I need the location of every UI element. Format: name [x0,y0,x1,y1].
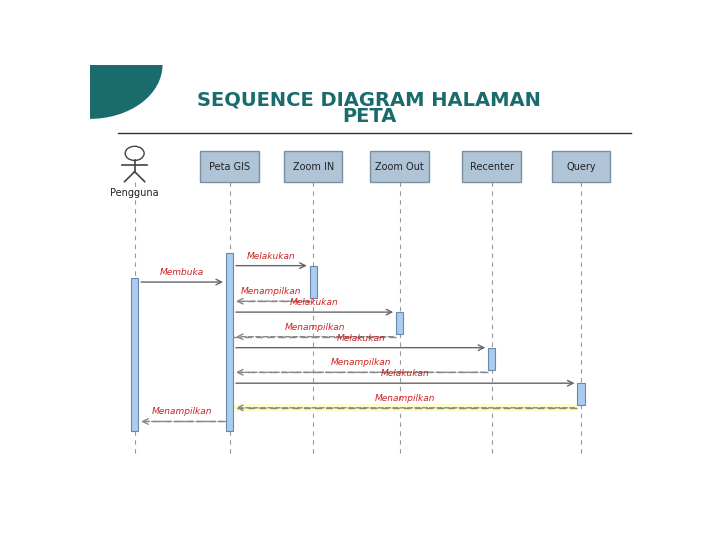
FancyBboxPatch shape [552,151,611,183]
FancyBboxPatch shape [200,151,258,183]
FancyBboxPatch shape [226,253,233,431]
Text: Peta GIS: Peta GIS [209,161,250,172]
Text: Menampilkan: Menampilkan [284,323,345,332]
FancyBboxPatch shape [462,151,521,183]
FancyBboxPatch shape [310,266,317,299]
Wedge shape [90,65,163,119]
Text: Membuka: Membuka [160,268,204,277]
Text: Recenter: Recenter [469,161,514,172]
FancyBboxPatch shape [131,278,138,431]
FancyBboxPatch shape [396,312,403,334]
Text: Menampilkan: Menampilkan [241,287,302,296]
Text: Query: Query [566,161,596,172]
Text: Melakukan: Melakukan [336,334,385,343]
Circle shape [125,146,144,160]
Text: Menampilkan: Menampilkan [330,358,391,367]
Text: Zoom Out: Zoom Out [375,161,424,172]
Text: Melakukan: Melakukan [290,298,339,307]
Text: Melakukan: Melakukan [381,369,430,378]
Text: Menampilkan: Menampilkan [152,408,212,416]
FancyBboxPatch shape [233,404,577,411]
FancyBboxPatch shape [488,348,495,369]
FancyBboxPatch shape [370,151,429,183]
Text: PETA: PETA [342,107,396,126]
Text: SEQUENCE DIAGRAM HALAMAN: SEQUENCE DIAGRAM HALAMAN [197,91,541,110]
FancyBboxPatch shape [284,151,343,183]
Text: Melakukan: Melakukan [247,252,296,261]
Text: Menampilkan: Menampilkan [375,394,436,403]
Text: Pengguna: Pengguna [110,188,159,198]
FancyBboxPatch shape [577,383,585,405]
Text: Zoom IN: Zoom IN [292,161,334,172]
